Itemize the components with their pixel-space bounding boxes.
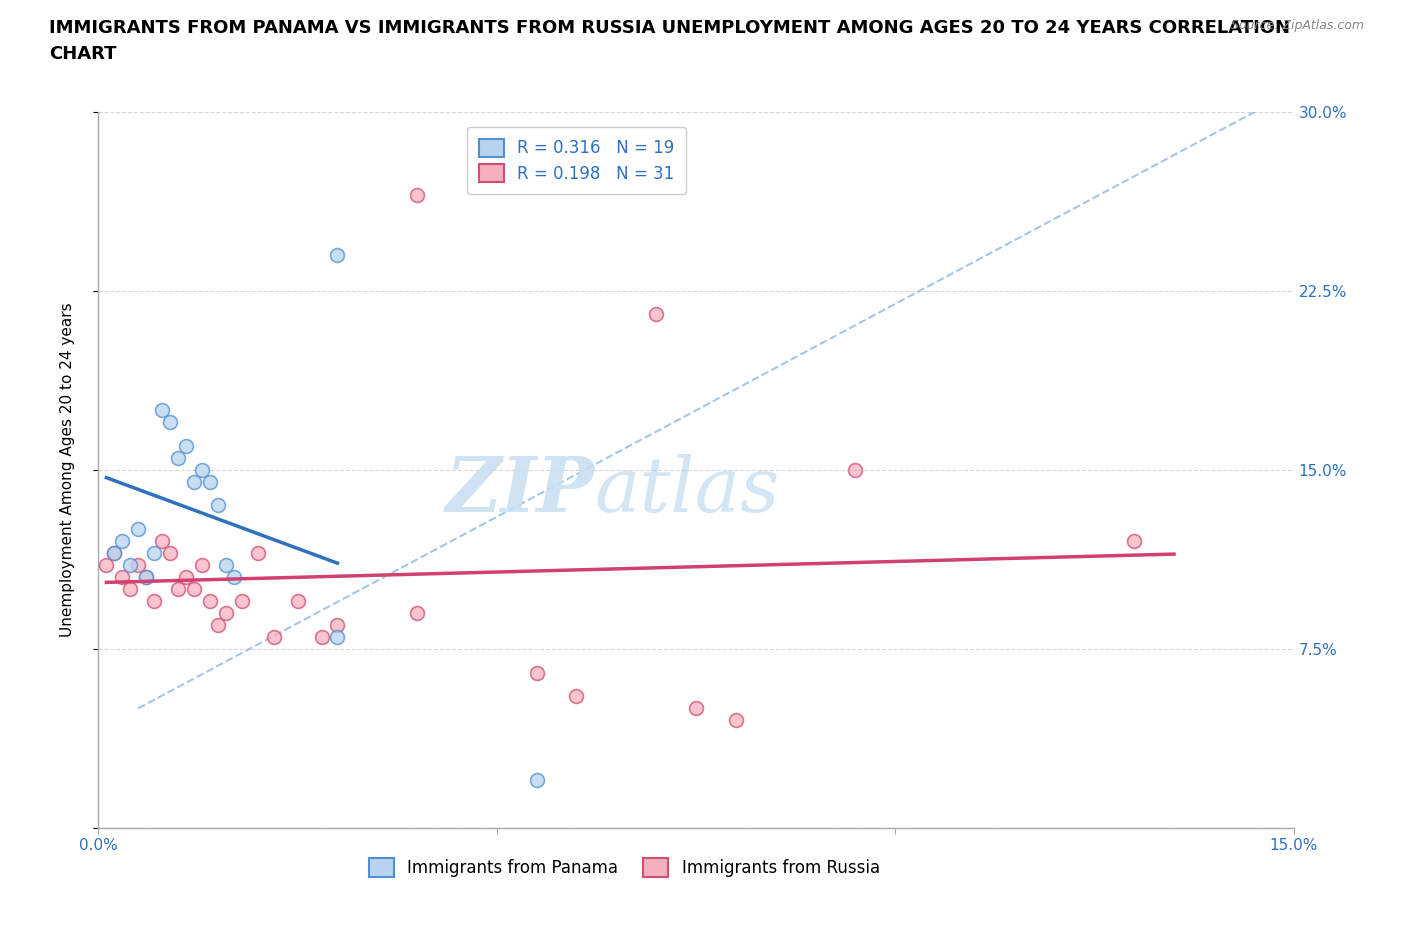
Point: [103, 546, 125, 561]
Point: [207, 618, 229, 632]
Point: [150, 534, 173, 549]
Point: [287, 593, 309, 608]
Point: [135, 569, 157, 585]
Point: [645, 307, 668, 322]
Point: [326, 630, 349, 644]
Point: [143, 593, 166, 608]
Point: [526, 665, 548, 680]
Point: [127, 558, 149, 573]
Point: [198, 474, 221, 489]
Point: [167, 450, 190, 465]
Point: [150, 403, 173, 418]
Point: [120, 558, 142, 573]
Point: [526, 773, 548, 788]
Point: [844, 462, 866, 477]
Point: [135, 569, 157, 585]
Point: [222, 569, 245, 585]
Point: [167, 581, 190, 596]
Text: IMMIGRANTS FROM PANAMA VS IMMIGRANTS FROM RUSSIA UNEMPLOYMENT AMONG AGES 20 TO 2: IMMIGRANTS FROM PANAMA VS IMMIGRANTS FRO…: [49, 19, 1291, 36]
Point: [111, 534, 134, 549]
Point: [103, 546, 125, 561]
Point: [120, 581, 142, 596]
Point: [565, 689, 588, 704]
Point: [183, 581, 205, 596]
Point: [127, 522, 149, 537]
Point: [231, 593, 253, 608]
Point: [406, 188, 429, 203]
Point: [111, 569, 134, 585]
Point: [191, 558, 214, 573]
Point: [174, 569, 197, 585]
Point: [215, 605, 238, 620]
Legend: Immigrants from Panama, Immigrants from Russia: Immigrants from Panama, Immigrants from …: [363, 852, 886, 883]
Point: [406, 605, 429, 620]
Point: [263, 630, 285, 644]
Y-axis label: Unemployment Among Ages 20 to 24 years: Unemployment Among Ages 20 to 24 years: [60, 302, 75, 637]
Point: [685, 701, 707, 716]
Point: [143, 546, 166, 561]
Point: [311, 630, 333, 644]
Point: [215, 558, 238, 573]
Point: [207, 498, 229, 513]
Point: [174, 438, 197, 453]
Point: [198, 593, 221, 608]
Point: [191, 462, 214, 477]
Point: [183, 474, 205, 489]
Point: [326, 247, 349, 262]
Text: atlas: atlas: [595, 454, 780, 528]
Point: [1123, 534, 1146, 549]
Point: [326, 618, 349, 632]
Point: [159, 546, 181, 561]
Point: [246, 546, 269, 561]
Text: ZIP: ZIP: [446, 454, 595, 528]
Point: [724, 712, 747, 727]
Text: CHART: CHART: [49, 45, 117, 62]
Point: [96, 558, 118, 573]
Text: Source: ZipAtlas.com: Source: ZipAtlas.com: [1230, 19, 1364, 32]
Point: [159, 415, 181, 430]
